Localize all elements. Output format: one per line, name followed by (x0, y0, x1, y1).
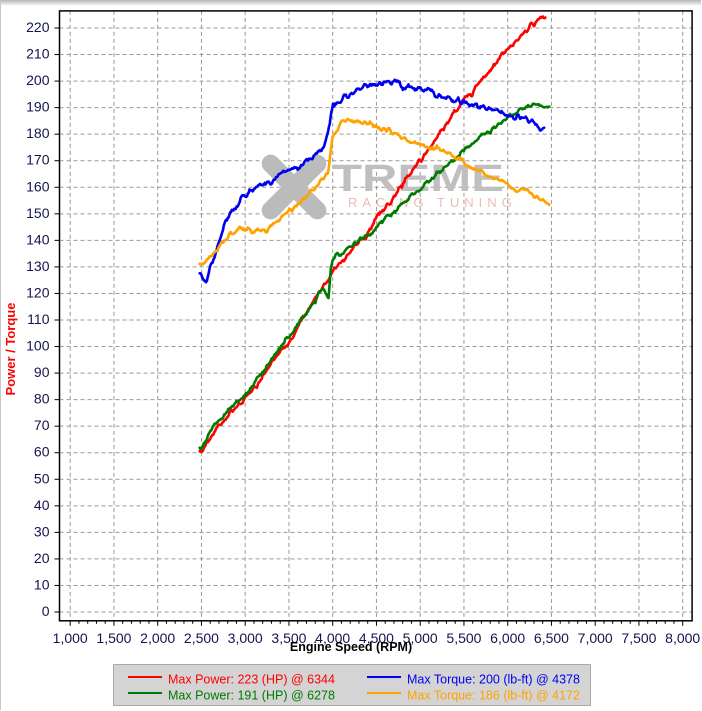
svg-text:150: 150 (26, 205, 50, 221)
svg-text:0: 0 (42, 603, 50, 619)
svg-text:110: 110 (27, 311, 50, 327)
svg-text:40: 40 (34, 497, 50, 513)
svg-text:50: 50 (34, 470, 50, 486)
svg-text:80: 80 (34, 391, 50, 407)
svg-text:90: 90 (34, 364, 50, 380)
svg-text:20: 20 (34, 550, 50, 566)
svg-text:10: 10 (34, 576, 50, 592)
svg-text:220: 220 (26, 19, 50, 35)
svg-text:210: 210 (26, 46, 50, 62)
svg-text:200: 200 (26, 72, 50, 88)
svg-text:160: 160 (26, 178, 50, 194)
svg-text:190: 190 (26, 99, 50, 115)
svg-text:RACING TUNING: RACING TUNING (348, 195, 517, 210)
svg-text:120: 120 (26, 284, 50, 300)
svg-text:70: 70 (34, 417, 50, 433)
svg-text:130: 130 (26, 258, 50, 274)
svg-text:140: 140 (26, 231, 50, 247)
svg-text:180: 180 (26, 125, 50, 141)
svg-text:30: 30 (34, 523, 50, 539)
svg-text:100: 100 (26, 338, 50, 354)
svg-text:170: 170 (26, 152, 50, 168)
svg-text:60: 60 (34, 444, 50, 460)
